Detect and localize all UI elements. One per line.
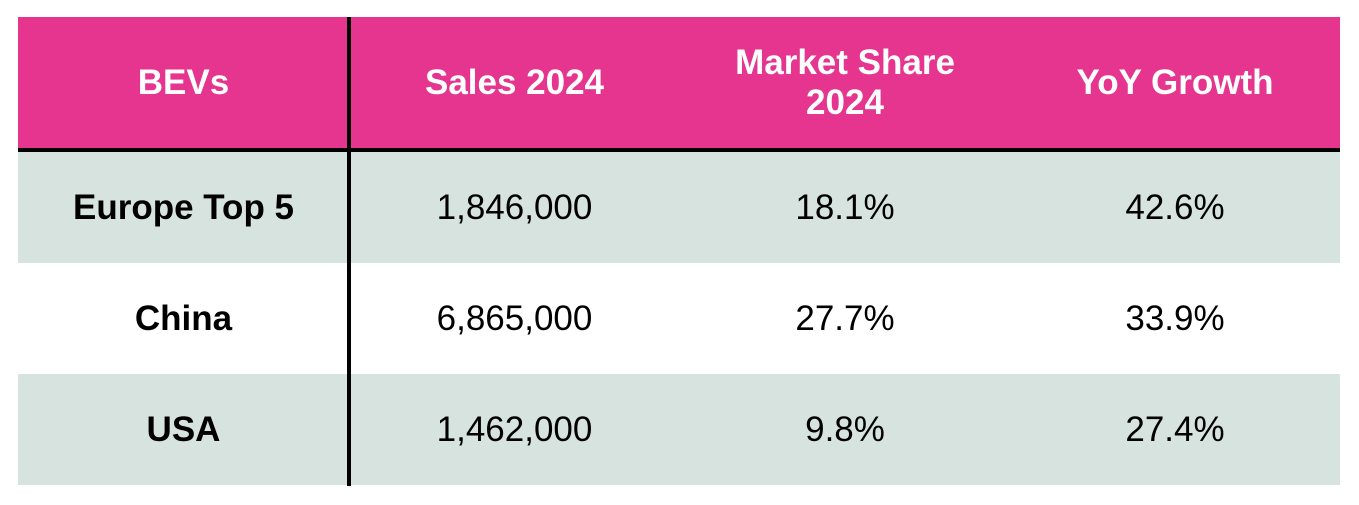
sales-cell: 6,865,000 [436,298,593,338]
header-divider [18,148,1340,152]
market-share-cell: 27.7% [795,298,895,338]
sales-cell: 1,462,000 [436,409,593,449]
yoy-growth-cell: 27.4% [1125,409,1225,449]
table-header-row: BEVs Sales 2024 Market Share 2024 YoY Gr… [18,17,1340,148]
row-label-cell: Europe Top 5 [72,187,295,227]
bev-sales-table: BEVs Sales 2024 Market Share 2024 YoY Gr… [18,17,1340,486]
yoy-growth-cell: 33.9% [1125,298,1225,338]
table-row: China 6,865,000 27.7% 33.9% [18,263,1340,374]
row-label-cell: USA [146,409,221,449]
header-cell-market-share-2024: Market Share 2024 [735,42,955,122]
first-column-divider [347,17,351,486]
header-cell-yoy-growth: YoY Growth [1076,62,1274,102]
market-share-cell: 18.1% [795,187,895,227]
market-share-cell: 9.8% [805,409,885,449]
row-label-cell: China [134,298,233,338]
header-cell-sales-2024: Sales 2024 [424,62,605,102]
header-cell-bevs: BEVs [137,62,230,102]
table-row: Europe Top 5 1,846,000 18.1% 42.6% [18,152,1340,263]
table-row: USA 1,462,000 9.8% 27.4% [18,374,1340,485]
sales-cell: 1,846,000 [436,187,593,227]
yoy-growth-cell: 42.6% [1125,187,1225,227]
